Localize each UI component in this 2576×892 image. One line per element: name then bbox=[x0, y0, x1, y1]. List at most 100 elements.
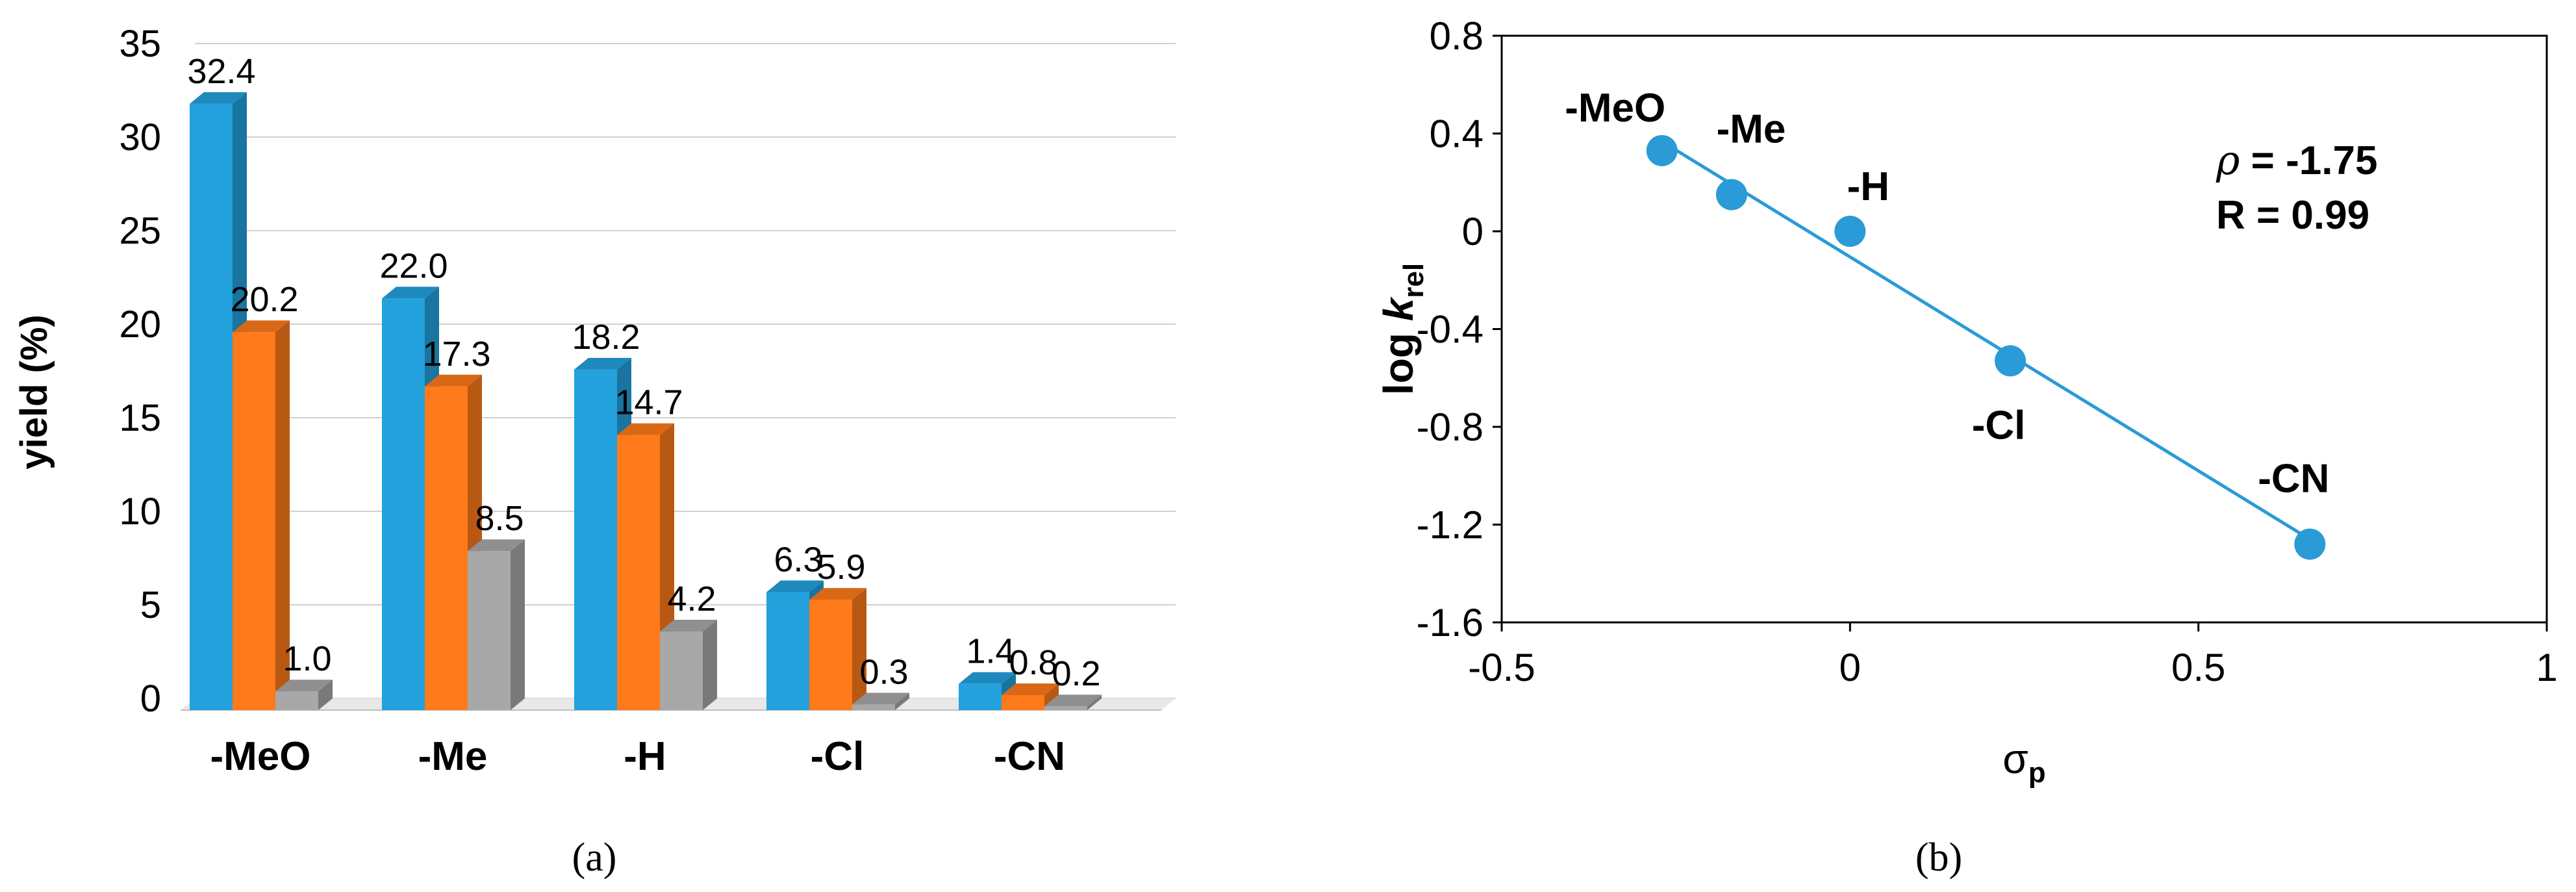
bar--Cl-series-3 bbox=[852, 693, 909, 710]
bar-top bbox=[468, 539, 525, 552]
x-tick-label: -Cl bbox=[811, 734, 865, 779]
data-label: 32.4 bbox=[187, 52, 255, 91]
bar--MeO-series-3 bbox=[275, 680, 333, 710]
bar bbox=[275, 691, 318, 710]
point-label: -H bbox=[1847, 164, 1889, 209]
bar-top bbox=[382, 287, 439, 299]
bar bbox=[1044, 706, 1087, 710]
bar-side bbox=[318, 680, 333, 710]
bar-top bbox=[425, 374, 482, 387]
y-tick-labels-b: 0.8 0.4 0 -0.4 -0.8 -1.2 -1.6 bbox=[1417, 14, 1502, 644]
bar bbox=[1002, 694, 1044, 710]
data-label: 1.0 bbox=[283, 639, 331, 678]
data-label: 18.2 bbox=[572, 318, 640, 357]
bar-top bbox=[809, 588, 866, 600]
bar-side bbox=[895, 693, 909, 710]
bar bbox=[766, 592, 809, 710]
bar-side bbox=[852, 588, 866, 710]
bar--Me-series-3 bbox=[468, 539, 525, 710]
y-tick-label: -0.4 bbox=[1417, 308, 1484, 351]
panel-label-b: (b) bbox=[1915, 835, 1962, 880]
bar bbox=[809, 600, 852, 710]
data-label: 8.5 bbox=[475, 499, 524, 538]
bar bbox=[382, 298, 425, 710]
y-tick-label: 0.4 bbox=[1430, 112, 1484, 156]
bar-top bbox=[617, 423, 674, 435]
data-label: 5.9 bbox=[816, 548, 865, 587]
bar bbox=[233, 332, 275, 710]
fit-line bbox=[1661, 140, 2311, 541]
bar bbox=[660, 631, 703, 710]
bar-side bbox=[275, 320, 290, 710]
data-label: 0.3 bbox=[859, 652, 908, 691]
data-point bbox=[2294, 528, 2326, 560]
x-axis-label: σp bbox=[2002, 735, 2045, 789]
data-label: 14.7 bbox=[614, 383, 683, 422]
bar bbox=[852, 704, 895, 710]
bar bbox=[617, 435, 660, 710]
data-label: 17.3 bbox=[422, 335, 490, 374]
data-point bbox=[1995, 345, 2027, 377]
data-point bbox=[1834, 216, 1866, 247]
data-points: -MeO -Me -H -Cl -CN bbox=[1565, 86, 2329, 560]
x-tick-label: 1 bbox=[2536, 646, 2557, 689]
y-tick-label: 20 bbox=[119, 303, 161, 346]
bar-chart-panel: 0 5 10 15 20 25 30 35 yield (%) 32.4 20.2 1.0 22.0 17… bbox=[13, 23, 1176, 880]
y-tick-label: 35 bbox=[119, 23, 161, 65]
bar--Cl-series-2 bbox=[809, 588, 866, 710]
bar--CN-series-3 bbox=[1044, 694, 1102, 710]
bar-side bbox=[511, 539, 525, 710]
y-tick-label: 5 bbox=[140, 584, 161, 626]
bar-top bbox=[190, 92, 247, 104]
bar--CN-series-1 bbox=[959, 672, 1016, 710]
panel-label-a: (a) bbox=[572, 835, 617, 880]
y-tick-label: -0.8 bbox=[1417, 405, 1484, 449]
x-tick-label: -Me bbox=[418, 734, 488, 779]
point-label: -Cl bbox=[1972, 403, 2026, 448]
bar-top bbox=[852, 693, 909, 705]
data-label: 6.3 bbox=[774, 541, 822, 580]
bar bbox=[574, 369, 617, 710]
data-label: 20.2 bbox=[230, 280, 298, 319]
bar-top bbox=[233, 320, 290, 333]
x-tick-label: -0.5 bbox=[1468, 646, 1535, 689]
bar-top bbox=[1002, 683, 1059, 695]
scatter-chart-panel: 0.8 0.4 0 -0.4 -0.8 -1.2 -1.6-0.5 0 0.5 1 σp log kr… bbox=[1375, 14, 2558, 880]
x-tick-label: 0.5 bbox=[2171, 646, 2225, 689]
bar-top bbox=[275, 680, 333, 692]
point-label: -CN bbox=[2258, 457, 2329, 502]
data-label: 4.2 bbox=[667, 580, 716, 618]
x-tick-label: 0 bbox=[1839, 646, 1861, 689]
r-annotation: R = 0.99 bbox=[2216, 193, 2369, 238]
x-tick-labels-b: -0.5 0 0.5 1 bbox=[1468, 622, 2558, 689]
y-tick-label: 30 bbox=[119, 116, 161, 159]
bar bbox=[425, 386, 468, 710]
x-tick-label: -MeO bbox=[210, 734, 311, 779]
bar bbox=[190, 103, 233, 710]
bar--H-series-3 bbox=[660, 620, 717, 710]
bar-top bbox=[766, 580, 824, 593]
bar-top bbox=[660, 620, 717, 632]
y-tick-label: 25 bbox=[119, 210, 161, 252]
bar-gridlines bbox=[195, 43, 1176, 699]
data-label: 0.8 bbox=[1009, 643, 1057, 682]
bar-top bbox=[1044, 694, 1102, 707]
y-tick-label: 10 bbox=[119, 491, 161, 533]
x-tick-label: -CN bbox=[994, 734, 1065, 779]
bar-side bbox=[703, 620, 717, 710]
y-tick-label: 0 bbox=[1462, 210, 1484, 253]
y-tick-label: 0 bbox=[140, 678, 161, 720]
y-axis-label: log krel bbox=[1375, 263, 1430, 395]
bar-top bbox=[959, 672, 1016, 684]
y-tick-label: 15 bbox=[119, 397, 161, 439]
y-tick-label: -1.6 bbox=[1417, 601, 1484, 644]
bar bbox=[959, 683, 1002, 710]
y-axis-label: yield (%) bbox=[13, 314, 55, 470]
bar-top bbox=[574, 357, 631, 370]
bar--MeO-series-2 bbox=[233, 320, 290, 710]
y-tick-label: -1.2 bbox=[1417, 503, 1484, 547]
x-tick-label: -H bbox=[624, 734, 666, 779]
y-tick-labels: 0 5 10 15 20 25 30 35 bbox=[119, 23, 161, 720]
data-label: 22.0 bbox=[379, 246, 448, 285]
